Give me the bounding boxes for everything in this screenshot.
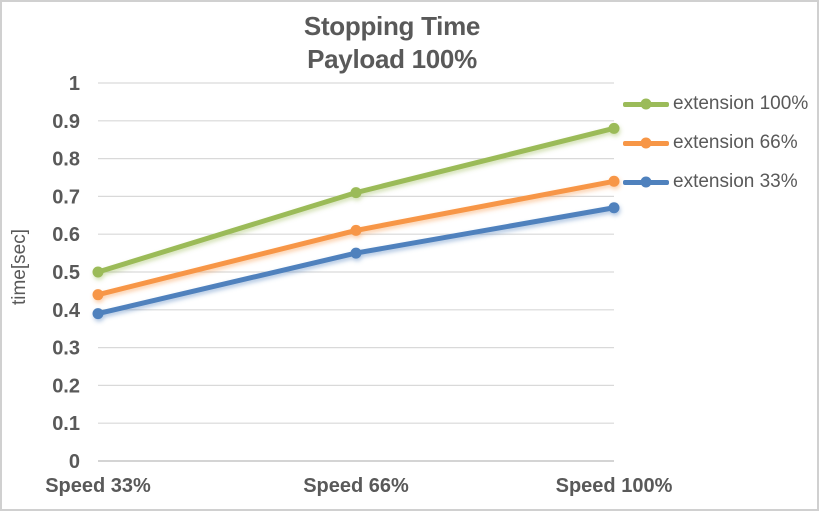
y-tick-label: 0.4 — [52, 300, 81, 322]
y-tick-label: 0.7 — [52, 186, 80, 208]
legend-item-extension-100: extension 100% — [623, 93, 808, 115]
y-tick-label: 0.9 — [52, 111, 80, 133]
x-axis-label-speed-33: Speed 33% — [45, 475, 151, 497]
legend-item-extension-66: extension 66% — [623, 132, 808, 154]
data-point-extension-66-speed-66 — [350, 224, 362, 236]
data-point-extension-100-speed-100 — [608, 122, 620, 134]
legend-label: extension 33% — [673, 171, 798, 192]
series-extension-100 — [92, 122, 620, 278]
legend-line-dot-marker-icon — [623, 137, 669, 150]
data-point-extension-66-speed-33 — [92, 289, 104, 301]
legend-item-extension-33: extension 33% — [623, 171, 808, 193]
y-tick-label: 0.2 — [52, 375, 80, 397]
data-point-extension-33-speed-100 — [608, 202, 620, 214]
data-point-extension-100-speed-33 — [92, 266, 104, 278]
legend-line-dot-marker-icon — [623, 176, 669, 189]
series-extension-33 — [92, 202, 620, 320]
data-point-extension-66-speed-100 — [608, 175, 620, 187]
y-tick-label: 0.3 — [52, 338, 80, 360]
y-tick-label: 0 — [69, 451, 80, 473]
y-tick-label: 0.8 — [52, 149, 80, 171]
chart-title: Stopping Time Payload 100% — [2, 10, 782, 76]
data-point-extension-33-speed-33 — [92, 308, 104, 320]
data-point-extension-100-speed-66 — [350, 187, 362, 199]
y-tick-label: 1 — [69, 73, 80, 95]
x-axis-label-speed-100: Speed 100% — [556, 475, 673, 497]
y-tick-label: 0.1 — [52, 413, 80, 435]
legend-label: extension 100% — [673, 93, 809, 114]
series-line-extension-33 — [95, 205, 617, 317]
y-tick-label: 0.5 — [52, 262, 80, 284]
legend-label: extension 66% — [673, 132, 798, 153]
legend-line-dot-marker-icon — [623, 98, 669, 111]
chart-title-main: Stopping Time — [303, 11, 481, 41]
chart-title-sub: Payload 100% — [307, 44, 477, 74]
series-extension-66 — [92, 175, 620, 301]
x-axis-label-speed-66: Speed 66% — [303, 475, 409, 497]
legend: extension 100% extension 66% extension 33% — [623, 93, 808, 210]
data-point-extension-33-speed-66 — [350, 247, 362, 259]
series-line-extension-66 — [95, 178, 617, 298]
y-tick-label: 0.6 — [52, 224, 80, 246]
